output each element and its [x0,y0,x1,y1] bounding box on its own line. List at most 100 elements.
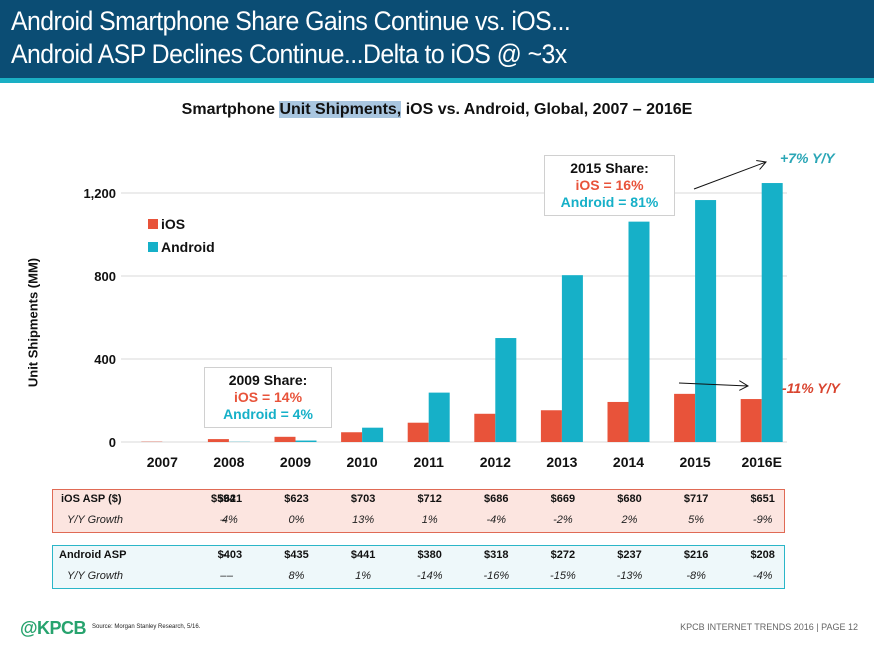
android-asp-value: $403 [217,549,243,561]
bar-android-2014 [628,221,650,442]
android-growth-value: -4% [752,570,773,582]
android-growth-value: – [220,570,227,582]
android-yoy-arrow [693,162,766,190]
android-asp-value: $272 [550,549,576,561]
ios-asp-value: $623 [284,493,309,505]
x-tick-label: 2007 [147,454,178,470]
arrows [678,162,766,386]
ios-growth-value: 4% [221,514,238,526]
bar-ios-2014 [607,401,629,442]
ios-asp-value: $703 [350,493,376,505]
x-tick-label: 2011 [414,454,445,470]
android-growth-value: -8% [686,570,706,582]
ios-growth-value: 1% [421,514,438,526]
ios-asp-value: $669 [550,493,576,505]
android-asp-value: $441 [350,549,376,561]
bar-ios-2012 [474,413,496,442]
legend-label-ios: iOS [161,216,186,232]
bar-android-2011 [428,392,450,442]
x-tick-label: 2014 [613,454,644,470]
android-growth-value: – [226,570,233,582]
callout-2009-android: Android = 4% [223,406,313,422]
slide-title-line-1: Android Smartphone Share Gains Continue … [11,6,571,36]
ios-asp-value: $686 [484,493,509,505]
android-asp-value: $208 [750,549,775,561]
ios-growth-value: 2% [621,514,638,526]
legend-item-ios: iOS [148,216,185,232]
ios-growth-label: Y/Y Growth [67,514,124,526]
y-tick-label: 400 [94,352,116,367]
legend-item-android: Android [148,239,215,255]
chart-title-suffix: iOS vs. Android, Global, 2007 – 2016E [401,101,693,118]
android-growth-label: Y/Y Growth [67,570,124,582]
legend-swatch-android [148,242,158,252]
x-tick-label: 2009 [280,454,311,470]
x-axis-ticks: 2007 2008 2009 2010 2011 2012 2013 2014 2015 2016… [147,454,782,470]
y-axis-label: Unit Shipments (MM) [25,257,41,388]
bar-android-2016E [761,183,783,443]
page-footer: KPCB INTERNET TRENDS 2016 | PAGE 12 [680,622,858,632]
ios-growth-row: Y/Y Growth –4% 0% 13% 1% -4% -2% 2% 5% -9% [53,514,784,534]
callout-2015-title: 2015 Share: [570,160,649,176]
bar-android-2010 [362,427,384,442]
legend-swatch-ios [148,219,158,229]
ios-asp-value: $717 [683,493,709,505]
bar-ios-2007 [141,441,163,442]
bar-chart: 0 400 800 1,200 2007 2008 2009 2010 2011 2012 201… [83,0,787,470]
android-growth-value: 8% [288,570,305,582]
slide-title-line-2: Android ASP Declines Continue...Delta to… [11,39,567,69]
ios-growth-value: -2% [553,514,573,526]
x-tick-label: 2008 [213,454,244,470]
android-growth-value: -14% [416,570,443,582]
source-note: Source: Morgan Stanley Research, 5/16. [92,624,201,630]
android-asp-label: Android ASP [59,549,127,561]
x-tick-label: 2010 [347,454,378,470]
callout-2009-title: 2009 Share: [228,372,308,388]
y-tick-label: 0 [109,435,116,450]
bar-ios-2013 [540,410,562,442]
android-asp-value: $318 [484,549,509,561]
bar-android-2009 [295,440,317,442]
ios-asp-table: iOS ASP ($) $594 $621 $623 $703 $712 $686 $669… [52,489,785,533]
bar-android-2013 [561,275,583,442]
bar-ios-2009 [274,436,296,442]
ios-asp-value: $680 [617,493,642,505]
callout-2015-share: 2015 Share: iOS = 16% Android = 81% [544,155,675,216]
x-tick-label: 2016E [741,454,781,470]
y-tick-label: 800 [94,269,116,284]
bar-ios-2011 [407,422,429,442]
bar-ios-2008 [207,439,229,442]
ios-growth-value: 0% [288,514,305,526]
bar-ios-2016E [740,399,762,442]
ios-yoy-arrow [678,383,748,386]
ios-asp-value: $621 [217,493,243,505]
callout-2015-android: Android = 81% [560,194,659,210]
x-tick-label: 2015 [680,454,711,470]
android-asp-row: Android ASP – $403 $435 $441 $380 $318 $272 $23… [53,549,784,569]
android-asp-value: $216 [683,549,709,561]
android-growth-value: -16% [483,570,510,582]
x-tick-label: 2012 [480,454,511,470]
bar-ios-2010 [341,432,363,442]
ios-asp-value: $594 [211,493,236,505]
android-asp-value: – [220,549,227,561]
legend-label-android: Android [161,239,215,255]
android-asp-value: $435 [284,549,309,561]
ios-growth-value: 5% [688,514,705,526]
y-tick-label: 1,200 [83,186,116,201]
y-axis-ticks: 0 400 800 1,200 [83,186,116,450]
kpcb-logo: @KPCB [20,618,87,638]
android-asp-value: $380 [417,549,442,561]
ios-asp-label: iOS ASP ($) [61,493,122,505]
android-growth-value: -13% [616,570,643,582]
ios-yoy-annotation: -11% Y/Y [782,380,840,396]
bars [141,183,783,443]
bar-android-2012 [495,338,517,442]
ios-asp-value: $651 [750,493,775,505]
chart-title-highlight: Unit Shipments, [279,101,402,118]
android-growth-row: Y/Y Growth – – 8% 1% -14% -16% -15% -13% -8% -4% [53,570,784,590]
header-stripe [0,78,874,83]
callout-2009-ios: iOS = 14% [233,389,303,405]
android-growth-value: -15% [550,570,576,582]
android-asp-table: Android ASP – $403 $435 $441 $380 $318 $272 $23… [52,545,785,589]
